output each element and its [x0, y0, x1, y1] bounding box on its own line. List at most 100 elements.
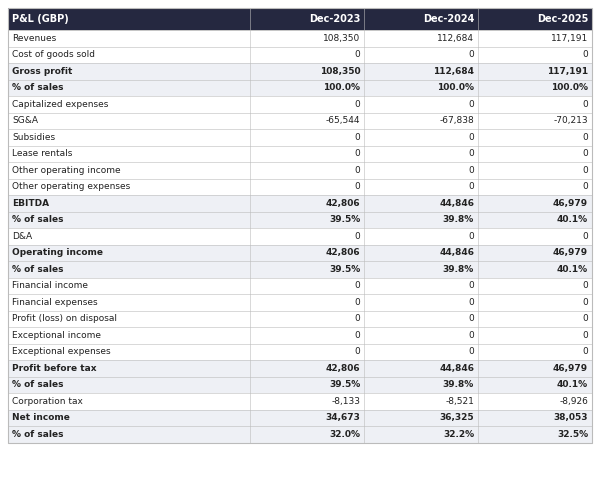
- Bar: [250, 327, 364, 344]
- Text: 0: 0: [582, 314, 588, 323]
- Text: 0: 0: [469, 182, 474, 191]
- Text: Dec-2025: Dec-2025: [536, 14, 588, 24]
- Bar: [250, 409, 364, 426]
- Text: 39.8%: 39.8%: [443, 265, 474, 274]
- Text: 100.0%: 100.0%: [323, 83, 360, 92]
- Text: 44,846: 44,846: [439, 364, 474, 373]
- Bar: [364, 195, 478, 212]
- Bar: [8, 360, 250, 376]
- Bar: [364, 30, 478, 47]
- Bar: [364, 409, 478, 426]
- Text: 0: 0: [582, 149, 588, 158]
- Bar: [250, 195, 364, 212]
- Text: EBITDA: EBITDA: [12, 199, 49, 208]
- Text: Exceptional income: Exceptional income: [12, 331, 101, 340]
- Bar: [478, 30, 592, 47]
- Text: D&A: D&A: [12, 232, 32, 241]
- Bar: [250, 344, 364, 360]
- Bar: [250, 376, 364, 393]
- Bar: [364, 376, 478, 393]
- Bar: [250, 228, 364, 244]
- Bar: [8, 30, 250, 47]
- Bar: [364, 80, 478, 96]
- Text: Subsidies: Subsidies: [12, 133, 55, 142]
- Text: 0: 0: [355, 149, 360, 158]
- Bar: [8, 179, 250, 195]
- Text: 32.5%: 32.5%: [557, 430, 588, 439]
- Text: 0: 0: [582, 182, 588, 191]
- Bar: [364, 8, 478, 30]
- Bar: [250, 145, 364, 162]
- Text: 0: 0: [469, 149, 474, 158]
- Text: 0: 0: [355, 298, 360, 307]
- Bar: [8, 8, 250, 30]
- Bar: [250, 129, 364, 145]
- Text: 42,806: 42,806: [326, 199, 360, 208]
- Text: Profit before tax: Profit before tax: [12, 364, 97, 373]
- Text: 0: 0: [469, 166, 474, 175]
- Text: 0: 0: [355, 347, 360, 356]
- Bar: [8, 261, 250, 277]
- Text: -8,133: -8,133: [331, 397, 360, 406]
- Bar: [478, 96, 592, 112]
- Text: 0: 0: [582, 50, 588, 59]
- Text: Financial income: Financial income: [12, 281, 88, 290]
- Text: 0: 0: [582, 347, 588, 356]
- Text: 0: 0: [355, 331, 360, 340]
- Text: Profit (loss) on disposal: Profit (loss) on disposal: [12, 314, 117, 323]
- Text: Capitalized expenses: Capitalized expenses: [12, 100, 109, 109]
- Text: 39.5%: 39.5%: [329, 265, 360, 274]
- Bar: [250, 80, 364, 96]
- Bar: [8, 409, 250, 426]
- Bar: [364, 63, 478, 80]
- Bar: [478, 162, 592, 179]
- Bar: [8, 376, 250, 393]
- Bar: [478, 195, 592, 212]
- Bar: [478, 8, 592, 30]
- Bar: [478, 145, 592, 162]
- Text: 0: 0: [469, 100, 474, 109]
- Text: 112,684: 112,684: [437, 34, 474, 43]
- Text: 0: 0: [355, 281, 360, 290]
- Bar: [364, 145, 478, 162]
- Bar: [478, 393, 592, 409]
- Text: 0: 0: [469, 281, 474, 290]
- Text: 46,979: 46,979: [553, 248, 588, 257]
- Bar: [478, 327, 592, 344]
- Text: 0: 0: [355, 232, 360, 241]
- Text: 100.0%: 100.0%: [437, 83, 474, 92]
- Text: 0: 0: [469, 331, 474, 340]
- Text: 44,846: 44,846: [439, 199, 474, 208]
- Text: Other operating income: Other operating income: [12, 166, 121, 175]
- Text: % of sales: % of sales: [12, 430, 64, 439]
- Text: 0: 0: [582, 232, 588, 241]
- Bar: [250, 179, 364, 195]
- Bar: [8, 96, 250, 112]
- Text: 0: 0: [469, 347, 474, 356]
- Bar: [478, 179, 592, 195]
- Bar: [8, 327, 250, 344]
- Text: 117,191: 117,191: [551, 34, 588, 43]
- Text: 39.5%: 39.5%: [329, 215, 360, 224]
- Bar: [250, 244, 364, 261]
- Bar: [250, 96, 364, 112]
- Text: -65,544: -65,544: [326, 116, 360, 125]
- Bar: [8, 228, 250, 244]
- Bar: [364, 179, 478, 195]
- Bar: [8, 311, 250, 327]
- Text: 0: 0: [355, 100, 360, 109]
- Bar: [8, 426, 250, 443]
- Text: 36,325: 36,325: [439, 413, 474, 422]
- Text: 39.5%: 39.5%: [329, 380, 360, 389]
- Text: -70,213: -70,213: [553, 116, 588, 125]
- Text: 44,846: 44,846: [439, 248, 474, 257]
- Bar: [478, 80, 592, 96]
- Bar: [8, 294, 250, 311]
- Text: 32.2%: 32.2%: [443, 430, 474, 439]
- Bar: [8, 112, 250, 129]
- Text: 0: 0: [355, 133, 360, 142]
- Bar: [364, 393, 478, 409]
- Bar: [250, 261, 364, 277]
- Text: 0: 0: [469, 133, 474, 142]
- Text: 40.1%: 40.1%: [557, 265, 588, 274]
